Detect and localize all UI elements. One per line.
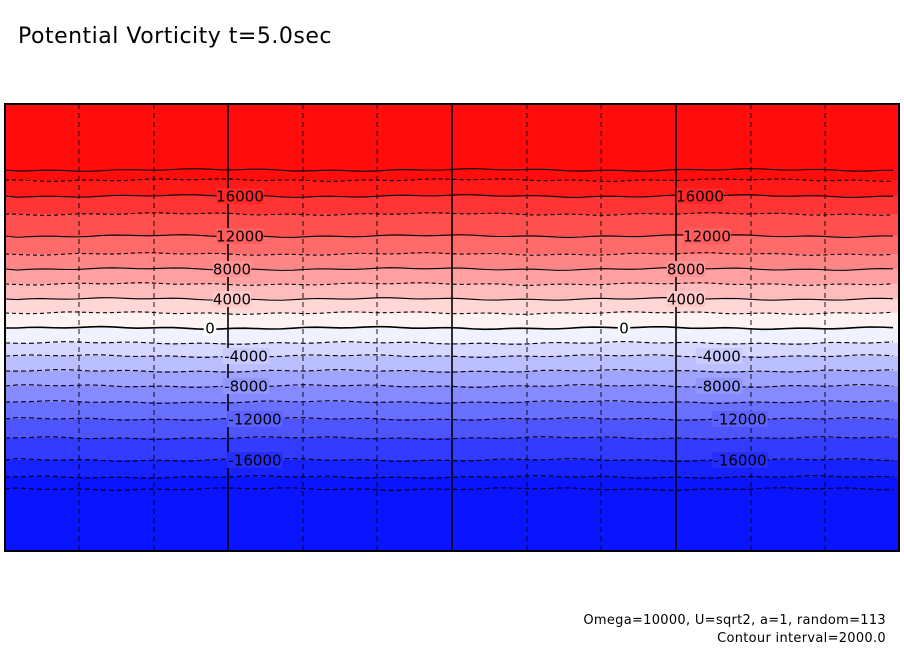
contour-label-bg [222,378,270,394]
contour-label-bg [695,348,743,364]
contour-label--16000-right: -16000 [713,452,766,470]
contour-line--2000 [4,341,894,345]
contour-line-4000 [4,297,894,301]
contour-line--6000 [4,369,894,373]
contour-label-16000-right: 16000 [676,188,724,206]
contour-line--10000 [4,400,894,404]
contour-line--4000 [4,354,894,358]
contour-label-4000-right: 4000 [667,291,705,309]
contour-label-bg [676,188,724,204]
contour-label-16000-left: 16000 [216,188,264,206]
contour-label-bg [212,291,252,307]
contour-label--4000-right: -4000 [697,348,741,366]
contour-label-0-right: 0 [619,320,629,338]
contour-line-20000 [4,168,894,172]
contour-label-bg [666,261,706,277]
contour-label--12000-right: -12000 [713,411,766,429]
chart-title: Potential Vorticity t=5.0sec [18,24,332,49]
contour-line-6000 [4,282,894,286]
contour-label--12000-left: -12000 [228,411,281,429]
contour-line--14000 [4,436,894,440]
contour-label-bg [222,348,270,364]
contour-label-bg [203,320,217,336]
contour-label-0-left: 0 [205,320,215,338]
contour-line-2000 [4,311,894,315]
contour-line-14000 [4,212,894,216]
contour-label--4000-left: -4000 [224,348,268,366]
contour-line-8000 [4,267,894,271]
plot-frame [4,103,900,552]
contour-label--16000-left: -16000 [228,452,281,470]
contour-interval-text: Contour interval=2000.0 [717,631,886,646]
contour-label-bg [216,228,264,244]
contour-label--8000-right: -8000 [697,378,741,396]
grid-lines [78,104,826,551]
contour-label-bg [712,411,768,427]
contour-line--8000 [4,384,894,388]
contour-label-bg [617,320,631,336]
contour-line-16000 [4,194,894,198]
contour-label-8000-right: 8000 [667,261,705,279]
contour-label-bg [216,188,264,204]
contour-label-12000-left: 12000 [216,228,264,246]
contour-line-0 [4,325,894,331]
contour-label-12000-right: 12000 [683,228,731,246]
contour-label-8000-left: 8000 [213,261,251,279]
contour-line-12000 [4,234,894,238]
contour-label-bg [227,452,283,468]
contour-line--18000 [4,475,894,479]
contour-label--8000-left: -8000 [224,378,268,396]
contour-line--20000 [4,487,893,491]
parameters-text: Omega=10000, U=sqrt2, a=1, random=113 [583,613,886,628]
contour-line-18000 [4,178,894,182]
contour-label-bg [227,411,283,427]
contour-label-bg [666,291,706,307]
contour-line-10000 [4,252,894,256]
contour-label-bg [712,452,768,468]
contour-label-bg [695,378,743,394]
contour-labels: 16000 16000 12000 12000 8000 8000 4000 4000 0 0 -4… [203,188,768,470]
contour-label-bg [212,261,252,277]
contour-label-bg [683,228,731,244]
contour-label-4000-left: 4000 [213,291,251,309]
